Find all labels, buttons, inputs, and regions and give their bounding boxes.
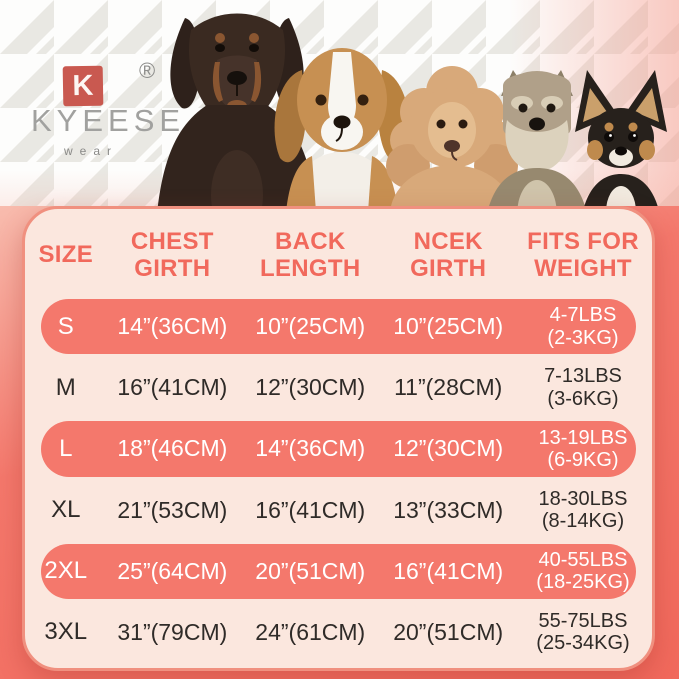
size-value: 2XL: [44, 557, 88, 585]
table-row-3xl: 3XL 31”(79CM) 24”(61CM) 20”(51CM) 55-75L…: [25, 602, 652, 663]
brand-sub-label: wear: [64, 144, 119, 158]
registered-trademark-symbol: ®: [139, 58, 156, 83]
size-chart-header-row: SIZE CHEST GIRTH BACK LENGTH NCEK GIRTH FIT…: [25, 209, 652, 298]
neck-girth-value: 11”(28CM): [394, 374, 503, 401]
table-row-m: M 16”(41CM) 12”(30CM) 11”(28CM) 7-13LBS …: [25, 357, 652, 418]
weight-value: 55-75LBS (25-34KG): [536, 610, 630, 655]
table-row-xl: XL 21”(53CM) 16”(41CM) 13”(33CM) 18-30LB…: [25, 480, 652, 541]
brand-logo-letter: K: [72, 69, 94, 102]
size-value: 3XL: [44, 618, 88, 646]
chest-girth-value: 16”(41CM): [117, 374, 228, 401]
neck-girth-value: 10”(25CM): [393, 313, 504, 340]
column-header-back-length: BACK LENGTH: [260, 228, 361, 282]
size-chart-body: S 14”(36CM) 10”(25CM) 10”(25CM) 4-7LBS (…: [25, 296, 652, 663]
neck-girth-value: 13”(33CM): [393, 496, 504, 523]
table-row-s: S 14”(36CM) 10”(25CM) 10”(25CM) 4-7LBS (…: [25, 296, 652, 357]
size-value: XL: [51, 496, 81, 524]
chest-girth-value: 31”(79CM): [117, 618, 228, 645]
back-length-value: 20”(51CM): [255, 557, 366, 584]
chest-girth-value: 14”(36CM): [117, 313, 228, 340]
neck-girth-value: 20”(51CM): [393, 618, 504, 645]
back-length-value: 24”(61CM): [255, 618, 366, 645]
hero-photo-strip: K ® KYEESE wear: [0, 0, 679, 240]
brand-name: KYEESE: [31, 103, 186, 138]
size-value: L: [59, 434, 73, 462]
back-length-value: 16”(41CM): [255, 496, 366, 523]
neck-girth-value: 12”(30CM): [393, 435, 504, 462]
neck-girth-value: 16”(41CM): [393, 557, 504, 584]
table-row-l: L 18”(46CM) 14”(36CM) 12”(30CM) 13-19LBS…: [25, 418, 652, 479]
column-header-size: SIZE: [38, 241, 94, 269]
weight-value: 4-7LBS (2-3KG): [547, 304, 619, 349]
size-value: S: [57, 312, 74, 340]
table-row-2xl: 2XL 25”(64CM) 20”(51CM) 16”(41CM) 40-55L…: [25, 541, 652, 602]
size-chart-panel: SIZE CHEST GIRTH BACK LENGTH NCEK GIRTH FIT…: [22, 206, 655, 671]
back-length-value: 14”(36CM): [255, 435, 366, 462]
chest-girth-value: 21”(53CM): [117, 496, 228, 523]
weight-value: 7-13LBS (3-6KG): [544, 365, 622, 410]
column-header-chest-girth: CHEST GIRTH: [130, 228, 214, 282]
column-header-fits-for-weight: FITS FOR WEIGHT: [527, 228, 639, 282]
back-length-value: 10”(25CM): [255, 313, 366, 340]
weight-value: 40-55LBS (18-25KG): [536, 548, 630, 594]
back-length-value: 12”(30CM): [255, 374, 366, 401]
weight-value: 13-19LBS (6-9KG): [538, 426, 628, 471]
column-header-neck-girth: NCEK GIRTH: [410, 228, 487, 282]
size-value: M: [55, 373, 76, 401]
brand-logo-mark: K: [62, 65, 104, 107]
weight-value: 18-30LBS (8-14KG): [538, 487, 628, 533]
chest-girth-value: 18”(46CM): [117, 435, 228, 462]
chest-girth-value: 25”(64CM): [117, 557, 228, 584]
